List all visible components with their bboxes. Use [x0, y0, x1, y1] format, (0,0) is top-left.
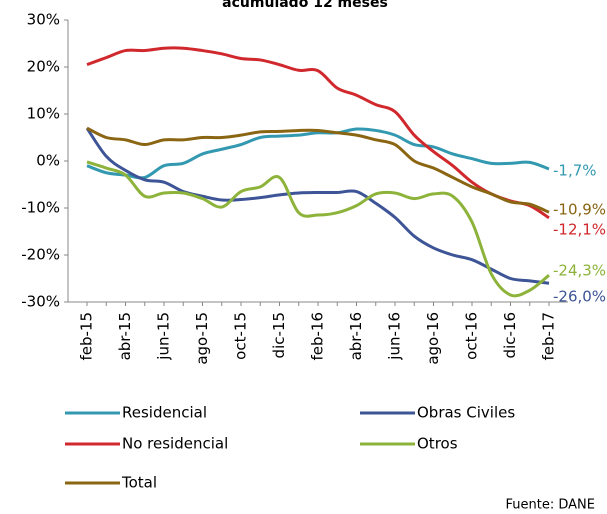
y-tick-label: -10%: [21, 199, 60, 217]
x-tick-label: feb-17: [540, 312, 558, 361]
series-line: [86, 127, 550, 180]
y-tick-label: 10%: [27, 105, 60, 123]
source: Fuente: DANE: [506, 498, 595, 513]
legend-label: Residencial: [122, 404, 207, 422]
x-tick-label: feb-15: [78, 312, 96, 361]
x-tick-label: feb-16: [309, 312, 327, 361]
data-label: -10,9%: [553, 201, 606, 219]
data-label: -12,1%: [553, 220, 606, 238]
legend-label: Otros: [417, 435, 458, 453]
legend-label: No residencial: [122, 435, 228, 453]
x-tick-label: jun-15: [155, 312, 173, 361]
y-tick-label: 20%: [27, 58, 60, 76]
legend-label: Obras Civiles: [417, 404, 515, 422]
series-line: [86, 126, 550, 214]
chart-title: acumulado 12 meses: [222, 0, 388, 11]
x-tick-label: abr-16: [347, 312, 365, 360]
x-tick-label: ago-16: [424, 312, 442, 365]
y-tick-label: 30%: [27, 11, 60, 29]
x-tick-label: jun-16: [386, 312, 404, 361]
y-tick-label: -20%: [21, 246, 60, 264]
y-tick-label: 0%: [36, 152, 60, 170]
x-tick-label: abr-15: [116, 312, 134, 360]
data-label: -26,0%: [553, 288, 606, 306]
x-tick-label: dic-16: [501, 312, 519, 358]
y-tick-label: -30%: [21, 293, 60, 311]
x-tick-label: dic-15: [270, 312, 288, 358]
data-label: -1,7%: [553, 161, 597, 179]
series-line: [86, 160, 550, 298]
series-line: [85, 127, 550, 285]
legend-label: Total: [121, 474, 157, 492]
x-tick-label: oct-16: [463, 312, 481, 360]
x-tick-label: ago-15: [193, 312, 211, 365]
x-tick-label: oct-15: [232, 312, 250, 360]
series-line: [86, 46, 550, 220]
data-label: -24,3%: [553, 262, 606, 280]
